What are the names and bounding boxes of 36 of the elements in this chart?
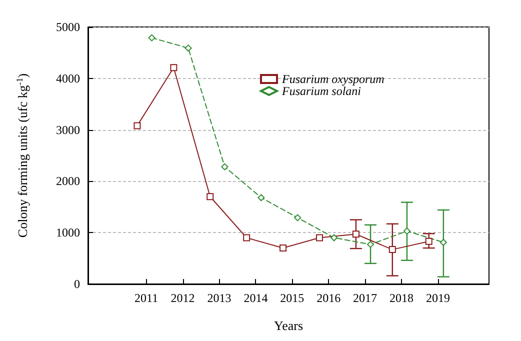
legend-label: Fusarium oxysporum bbox=[281, 72, 385, 86]
x-tick-label: 2011 bbox=[134, 291, 158, 305]
x-tick-label: 2015 bbox=[280, 291, 304, 305]
point bbox=[316, 234, 323, 242]
y-tick-label: 3000 bbox=[56, 122, 80, 137]
x-tick-label: 2017 bbox=[353, 291, 378, 305]
x-tick-label: 2019 bbox=[426, 291, 450, 305]
y-tick-label: 2000 bbox=[56, 174, 80, 188]
point bbox=[294, 214, 302, 222]
y-tick-label: 1000 bbox=[56, 226, 80, 240]
point bbox=[221, 163, 228, 170]
x-axis-title: Years bbox=[274, 318, 304, 333]
point bbox=[148, 34, 156, 42]
point bbox=[403, 228, 410, 235]
x-tick-label: 2018 bbox=[390, 291, 414, 305]
x-tick-label: 2014 bbox=[244, 291, 268, 305]
y-axis-title: Colony forming units (ufc kg-1) bbox=[14, 73, 30, 238]
y-tick-label: 0 bbox=[74, 277, 80, 291]
point bbox=[388, 246, 396, 254]
point bbox=[425, 238, 432, 245]
x-tick-label: 2016 bbox=[316, 291, 341, 305]
point bbox=[170, 64, 178, 72]
point bbox=[367, 240, 374, 248]
y-tick-label: 4000 bbox=[56, 71, 80, 86]
point bbox=[134, 122, 141, 130]
point bbox=[440, 238, 447, 246]
point bbox=[280, 244, 287, 252]
y-tick-label: 5000 bbox=[56, 20, 80, 34]
point bbox=[352, 230, 360, 238]
point bbox=[243, 234, 250, 242]
x-tick-label: 2013 bbox=[207, 291, 232, 305]
point bbox=[184, 44, 192, 52]
point bbox=[258, 194, 265, 202]
point bbox=[206, 193, 214, 200]
point bbox=[330, 234, 338, 242]
x-tick-label: 2012 bbox=[170, 291, 195, 305]
